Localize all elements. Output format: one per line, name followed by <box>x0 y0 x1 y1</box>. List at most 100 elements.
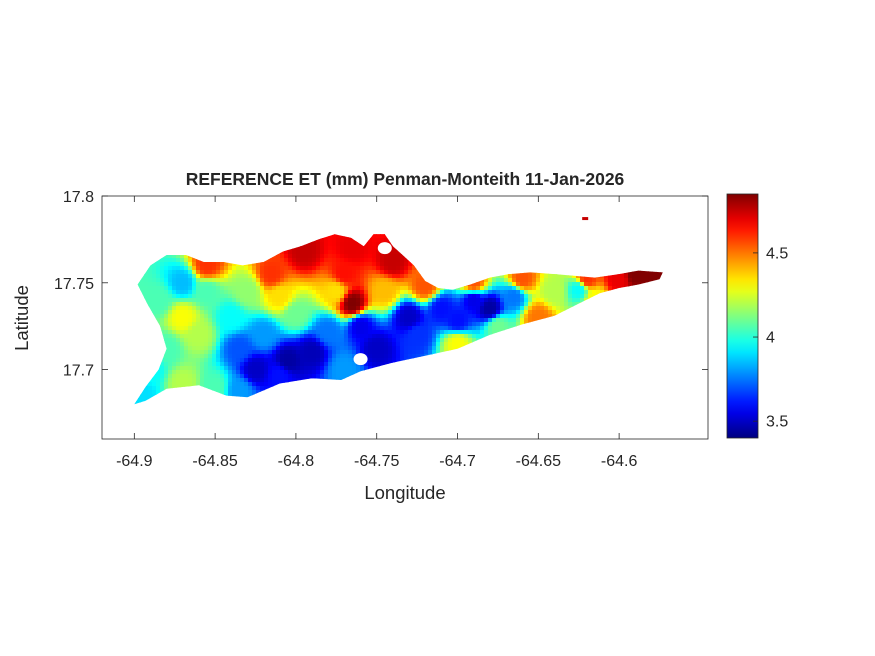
heatmap-cell <box>188 298 193 303</box>
heatmap-cell <box>348 278 353 283</box>
heatmap-cell <box>172 242 177 247</box>
heatmap-cell <box>164 310 169 315</box>
heatmap-cell <box>216 386 221 391</box>
heatmap-cell <box>352 330 357 335</box>
heatmap-cell <box>368 298 373 303</box>
heatmap-cell <box>192 282 197 287</box>
heatmap-cell <box>240 234 245 235</box>
heatmap-cell <box>436 258 441 263</box>
heatmap-cell <box>352 222 357 227</box>
heatmap-cell <box>184 370 189 375</box>
heatmap-cell <box>328 238 333 243</box>
heatmap-cell <box>412 238 417 243</box>
heatmap-cell <box>352 262 357 267</box>
heatmap-cell <box>184 226 189 231</box>
heatmap-cell <box>284 350 289 355</box>
heatmap-cell <box>276 390 281 395</box>
heatmap-cell <box>496 334 501 339</box>
heatmap-cell <box>180 374 185 379</box>
heatmap-cell <box>228 282 233 287</box>
heatmap-cell <box>372 250 377 255</box>
heatmap-cell <box>228 286 233 291</box>
heatmap-cell <box>324 282 329 287</box>
heatmap-cell <box>148 350 153 355</box>
heatmap-cell <box>316 330 321 335</box>
heatmap-cell <box>480 354 485 359</box>
heatmap-cell <box>312 290 317 295</box>
heatmap-cell <box>216 246 221 251</box>
heatmap-cell <box>340 350 345 355</box>
heatmap-cell <box>184 342 189 347</box>
heatmap-cell <box>172 282 177 287</box>
heatmap-cell <box>168 358 173 363</box>
heatmap-cell <box>500 310 505 315</box>
heatmap-cell <box>360 262 365 267</box>
heatmap-cell <box>344 262 349 267</box>
heatmap-cell <box>316 246 321 251</box>
heatmap-cell <box>504 398 509 403</box>
heatmap-cell <box>512 242 517 247</box>
heatmap-cell <box>168 282 173 287</box>
heatmap-cell <box>320 334 325 339</box>
heatmap-cell <box>472 258 477 263</box>
heatmap-cell <box>368 322 373 327</box>
heatmap-cell <box>432 234 437 239</box>
heatmap-cell <box>520 334 525 339</box>
heatmap-cell <box>232 410 237 415</box>
heatmap-cell <box>368 318 373 323</box>
heatmap-cell <box>524 282 529 287</box>
heatmap-cell <box>348 298 353 303</box>
heatmap-cell <box>336 342 341 347</box>
heatmap-cell <box>256 398 261 403</box>
heatmap-cell <box>220 282 225 287</box>
heatmap-cell <box>332 286 337 291</box>
heatmap-cell <box>140 294 145 299</box>
heatmap-cell <box>292 314 297 319</box>
heatmap-cell <box>244 378 249 383</box>
heatmap-cell <box>260 234 265 235</box>
heatmap-cell <box>180 350 185 355</box>
heatmap-cell <box>248 278 253 283</box>
heatmap-cell <box>268 266 273 271</box>
heatmap-cell <box>492 354 497 359</box>
heatmap-cell <box>284 246 289 251</box>
heatmap-cell <box>212 382 217 387</box>
heatmap-cell <box>404 302 409 307</box>
heatmap-cell <box>404 298 409 303</box>
heatmap-cell <box>184 234 189 235</box>
heatmap-cell <box>460 346 465 351</box>
heatmap-cell <box>412 314 417 319</box>
heatmap-cell <box>188 314 193 319</box>
heatmap-cell <box>224 386 229 391</box>
heatmap-cell <box>524 234 529 239</box>
heatmap-cell <box>308 330 313 335</box>
heatmap-cell <box>448 282 453 287</box>
heatmap-cell <box>268 346 273 351</box>
heatmap-cell <box>156 362 161 367</box>
heatmap-cell <box>384 394 389 399</box>
heatmap-cell <box>320 398 325 403</box>
heatmap-cell <box>300 386 305 391</box>
heatmap-cell <box>428 362 433 367</box>
heatmap-cell <box>312 318 317 323</box>
heatmap-cell <box>228 310 233 315</box>
heatmap-cell <box>512 254 517 259</box>
heatmap-cell <box>264 338 269 343</box>
heatmap-cell <box>172 238 177 243</box>
heatmap-cell <box>248 270 253 275</box>
heatmap-cell <box>336 398 341 403</box>
heatmap-cell <box>344 278 349 283</box>
heatmap-cell <box>360 314 365 319</box>
heatmap-cell <box>168 390 173 395</box>
heatmap-cell <box>504 342 509 347</box>
heatmap-cell <box>200 234 205 235</box>
heatmap-cell <box>364 406 369 411</box>
heatmap-cell <box>388 350 393 355</box>
heatmap-cell <box>480 378 485 383</box>
heatmap-cell <box>452 298 457 303</box>
heatmap-cell <box>152 378 157 383</box>
heatmap-cell <box>440 238 445 243</box>
heatmap-cell <box>228 354 233 359</box>
heatmap-cell <box>476 314 481 319</box>
heatmap-cell <box>134 294 137 299</box>
